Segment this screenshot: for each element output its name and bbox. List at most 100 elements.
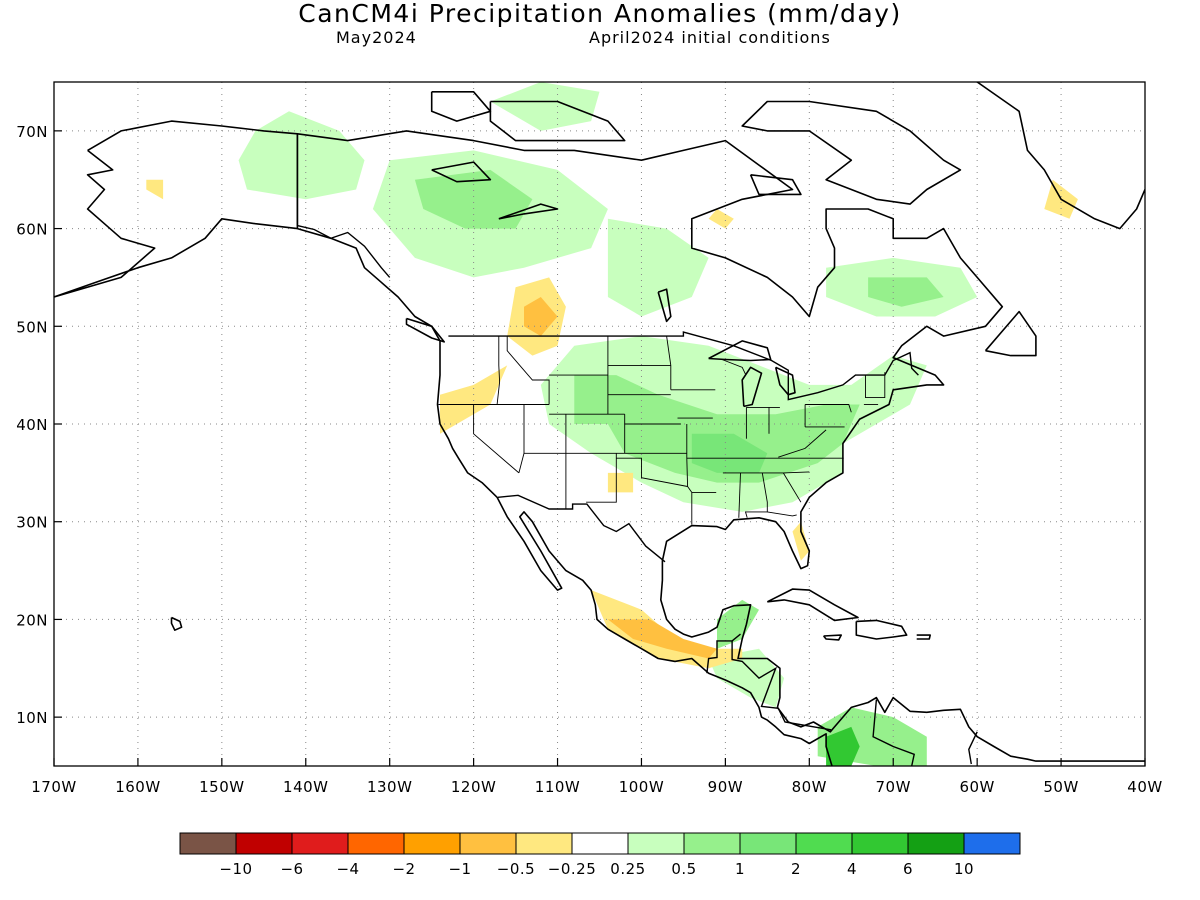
colorbar-swatch xyxy=(179,832,237,855)
colorbar-swatch xyxy=(795,832,853,855)
colorbar-label: 0.25 xyxy=(610,860,645,878)
coastline-greenland xyxy=(976,82,1145,230)
latitude-labels: 70N 60N 50N 40N 30N 20N 10N xyxy=(16,123,62,727)
coastline-alaska xyxy=(54,120,299,298)
coastline-lake-michigan xyxy=(741,366,763,408)
border-alaska-canada-border xyxy=(296,133,391,278)
colorbar-label: −0.25 xyxy=(548,860,596,878)
coastline-lake-winnipeg xyxy=(657,288,672,323)
anomaly-region-florida-dry xyxy=(792,521,810,561)
colorbar-label: −4 xyxy=(336,860,359,878)
graticule-layer xyxy=(54,82,1145,766)
state-line-nm-tx xyxy=(586,453,617,503)
longitude-tick-label: 50W xyxy=(1043,778,1078,796)
border-central-america-borders xyxy=(731,640,832,731)
longitude-tick-label: 150W xyxy=(199,778,244,796)
state-line-ga-fl xyxy=(767,511,797,517)
anomaly-region-alaska-interior-wet xyxy=(238,111,365,200)
map-title: CanCM4i Precipitation Anomalies (mm/day) xyxy=(298,0,902,28)
state-line-pa-ny xyxy=(805,404,852,413)
latitude-tick-label: 60N xyxy=(16,221,48,239)
coastline-southampton-island xyxy=(749,174,802,196)
latitude-tick-label: 50N xyxy=(16,318,48,336)
anomaly-region-central-america-wet xyxy=(708,648,785,708)
latitude-tick-label: 70N xyxy=(16,123,48,141)
coastline-cuba xyxy=(766,588,859,622)
colorbar: −10 −6 −4 −2 −1 −0.5 −0.25 0.25 0.5 1 2 4 6 10 xyxy=(179,832,1021,878)
latitude-tick-label: 30N xyxy=(16,514,48,532)
border-us-canada-border xyxy=(448,331,919,401)
longitude-tick-label: 40W xyxy=(1127,778,1162,796)
longitude-tick-label: 70W xyxy=(876,778,911,796)
colorbar-swatch xyxy=(235,832,293,855)
state-line-id-wa xyxy=(496,336,501,405)
state-line-id-mt xyxy=(506,336,550,405)
anomaly-region-mexico-dry-core xyxy=(607,619,717,659)
state-line-tn-ms-al-ga xyxy=(722,471,810,474)
anomaly-region-us-central-east-wet-core xyxy=(574,375,860,483)
longitude-tick-label: 170W xyxy=(31,778,76,796)
state-line-94-6w xyxy=(686,424,693,525)
border-colombia-venezuela-border xyxy=(872,699,916,766)
anomaly-region-nunavut-wet xyxy=(490,82,600,131)
state-line-ms-al xyxy=(738,472,741,518)
colorbar-swatch xyxy=(291,832,349,855)
coastline-newfoundland xyxy=(984,310,1037,357)
coastline-great-slave-lake xyxy=(498,203,559,220)
coastline-puerto-rico xyxy=(916,634,932,640)
colorbar-swatch xyxy=(907,832,965,855)
colorbar-label: −0.5 xyxy=(497,860,535,878)
latitude-tick-label: 10N xyxy=(16,709,48,727)
longitude-tick-label: 120W xyxy=(451,778,496,796)
coastline-baffin-island xyxy=(741,100,962,205)
longitude-tick-label: 100W xyxy=(619,778,664,796)
anomaly-region-nwt-core-wet xyxy=(414,169,533,229)
coastline-hispaniola xyxy=(855,619,908,640)
coastline-layer xyxy=(54,82,1145,766)
anomaly-region-quebec-core-wet xyxy=(868,277,944,307)
state-line-ok-panhandle xyxy=(616,457,688,487)
longitude-tick-label: 110W xyxy=(535,778,580,796)
colorbar-swatch xyxy=(515,832,573,855)
coastline-pacific-coast xyxy=(297,227,833,766)
colorbar-swatch xyxy=(403,832,461,855)
coastline-hawaii xyxy=(170,616,183,632)
coastline-great-bear-lake xyxy=(431,161,492,183)
longitude-labels: 170W 160W 150W 140W 130W 120W 110W 100W 90W 80W 70… xyxy=(31,758,1162,796)
longitude-tick-label: 60W xyxy=(959,778,994,796)
state-line-vt-nh-me xyxy=(865,372,886,399)
longitude-tick-label: 90W xyxy=(708,778,743,796)
colorbar-label: −1 xyxy=(448,860,471,878)
colorbar-swatch xyxy=(683,832,741,855)
coastline-vancouver-island xyxy=(405,317,446,343)
coastline-victoria-island xyxy=(489,100,626,142)
longitude-tick-label: 130W xyxy=(367,778,412,796)
longitude-tick-label: 160W xyxy=(115,778,160,796)
anomaly-region-hudson-dry-spot xyxy=(708,209,734,229)
anomaly-region-new-mexico-dry xyxy=(607,472,634,493)
colorbar-swatch xyxy=(347,832,405,855)
colorbar-swatch xyxy=(627,832,685,855)
anomaly-region-alaska-west-dry xyxy=(146,179,164,200)
latitude-tick-label: 40N xyxy=(16,416,48,434)
colorbar-swatch xyxy=(459,832,517,855)
colorbar-label: −10 xyxy=(219,860,252,878)
colorbar-swatch xyxy=(963,832,1021,855)
forecast-month-label: May2024 xyxy=(336,28,417,47)
state-line-ga-sc xyxy=(782,472,802,503)
state-line-wi-mi xyxy=(721,359,746,375)
colorbar-label: 6 xyxy=(903,860,913,878)
colorbar-label: −2 xyxy=(392,860,415,878)
state-line-va-wv xyxy=(778,429,827,458)
border-venezuela-guyana-border xyxy=(968,731,978,765)
anomaly-region-colombia-core-wet xyxy=(826,726,860,766)
anomaly-region-pacific-nw-dry xyxy=(440,365,508,434)
coastline-jamaica xyxy=(822,634,843,641)
political-border-layer xyxy=(296,133,978,766)
anomaly-shading-layer xyxy=(146,82,1078,766)
border-us-mexico-border xyxy=(497,494,666,563)
colorbar-label: 0.5 xyxy=(671,860,696,878)
anomaly-region-british-columbia-dry-core xyxy=(524,297,558,337)
longitude-tick-label: 140W xyxy=(283,778,328,796)
